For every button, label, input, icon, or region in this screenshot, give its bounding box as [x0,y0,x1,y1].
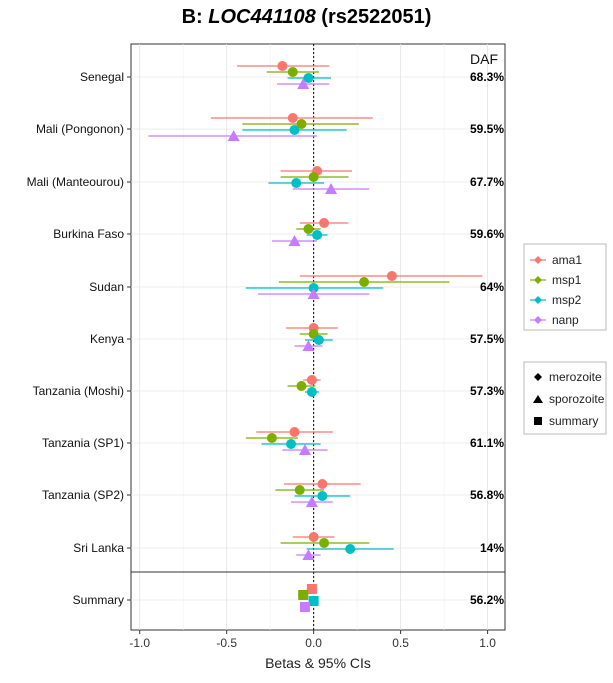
legend-key [534,373,542,381]
legend-series: ama1 msp1 msp2 nanp [523,243,607,331]
y-tick-label: Sri Lanka [73,541,124,555]
daf-value: 68.3% [470,70,504,84]
legend-shapes: merozoite sporozoite summary [523,361,607,435]
legend-label: summary [549,414,598,428]
daf-value: 59.6% [470,227,504,241]
daf-value: 14% [480,541,504,555]
x-tick-label: -0.5 [216,636,237,650]
y-tick-label: Kenya [90,332,124,346]
point-marker [294,485,305,495]
series-nanp [148,78,370,612]
legend-key [534,276,542,284]
y-tick-label: Mali (Manteourou) [27,175,124,189]
x-tick-label: -1.0 [129,636,150,650]
point-marker [313,335,324,345]
point-marker [266,433,277,443]
legend-label: merozoite [549,370,602,384]
point-marker [288,235,301,246]
legend-label: msp1 [552,273,582,287]
title-prefix: B: [181,6,209,28]
daf-value: 56.8% [470,488,504,502]
point-marker [306,375,317,385]
x-tick-label: 0.5 [392,636,409,650]
point-marker [303,73,314,83]
y-tick-label: Senegal [80,70,124,84]
point-marker [308,596,319,606]
point-marker [299,602,310,612]
point-marker [277,61,288,71]
point-marker [291,178,302,188]
point-marker [297,78,310,89]
point-marker [302,549,315,560]
point-marker [306,584,317,594]
daf-value: 64% [480,280,504,294]
point-marker [307,288,320,299]
x-axis-title: Betas & 95% CIs [265,655,371,671]
point-marker [287,67,298,77]
series-layer [148,61,483,612]
point-marker [305,496,318,507]
point-marker [298,590,309,600]
y-axis: Senegal Mali (Pongonon) Mali (Manteourou) B… [27,70,131,607]
y-tick-label: Sudan [89,280,124,294]
point-marker [319,218,330,228]
y-tick-label: Summary [73,593,124,607]
point-marker [319,538,330,548]
x-tick-label: 0.0 [305,636,322,650]
legend-label: ama1 [552,253,582,267]
legend-label: msp2 [552,293,582,307]
daf-value: 57.3% [470,384,504,398]
point-marker [308,172,319,182]
y-tick-label: Burkina Faso [53,227,124,241]
daf-value: 67.7% [470,175,504,189]
point-marker [312,230,323,240]
point-marker [296,381,307,391]
point-marker [227,130,240,141]
point-marker [287,113,298,123]
point-marker [359,277,370,287]
title-gene: LOC441108 [208,6,316,28]
point-marker [325,183,338,194]
legend-key [533,395,543,403]
daf-value: 57.5% [470,332,504,346]
point-marker [286,439,297,449]
point-marker [289,427,300,437]
x-axis: -1.0 -0.5 0.0 0.5 1.0 [129,630,496,650]
point-marker [317,479,328,489]
y-tick-label: Tanzania (SP2) [42,488,124,502]
point-marker [317,491,328,501]
title-suffix: (rs2522051) [315,6,432,28]
daf-value: 56.2% [470,593,504,607]
point-marker [345,544,356,554]
point-marker [298,444,311,455]
point-marker [296,119,307,129]
series-msp2 [242,73,394,606]
legend-key [534,296,542,304]
legend-key [534,256,542,264]
point-marker [308,532,319,542]
legend-label: nanp [552,313,579,327]
y-tick-label: Tanzania (Moshi) [33,384,124,398]
daf-value: 61.1% [470,436,504,450]
daf-column: DAF 68.3% 59.5% 67.7% 59.6% 64% 57.5% 57.3% 61.… [470,51,504,607]
point-marker [306,387,317,397]
point-marker [302,340,315,351]
y-tick-label: Mali (Pongonon) [36,122,124,136]
point-marker [386,271,397,281]
legend-label: sporozoite [549,392,605,406]
point-marker [289,125,300,135]
daf-header: DAF [470,51,498,67]
legend-key [534,316,542,324]
y-tick-label: Tanzania (SP1) [42,436,124,450]
series-msp1 [242,67,450,600]
point-marker [303,224,314,234]
daf-value: 59.5% [470,122,504,136]
x-tick-label: 1.0 [479,636,496,650]
chart-title: B: LOC441108 (rs2522051) [0,6,613,29]
legend-key [534,417,542,425]
